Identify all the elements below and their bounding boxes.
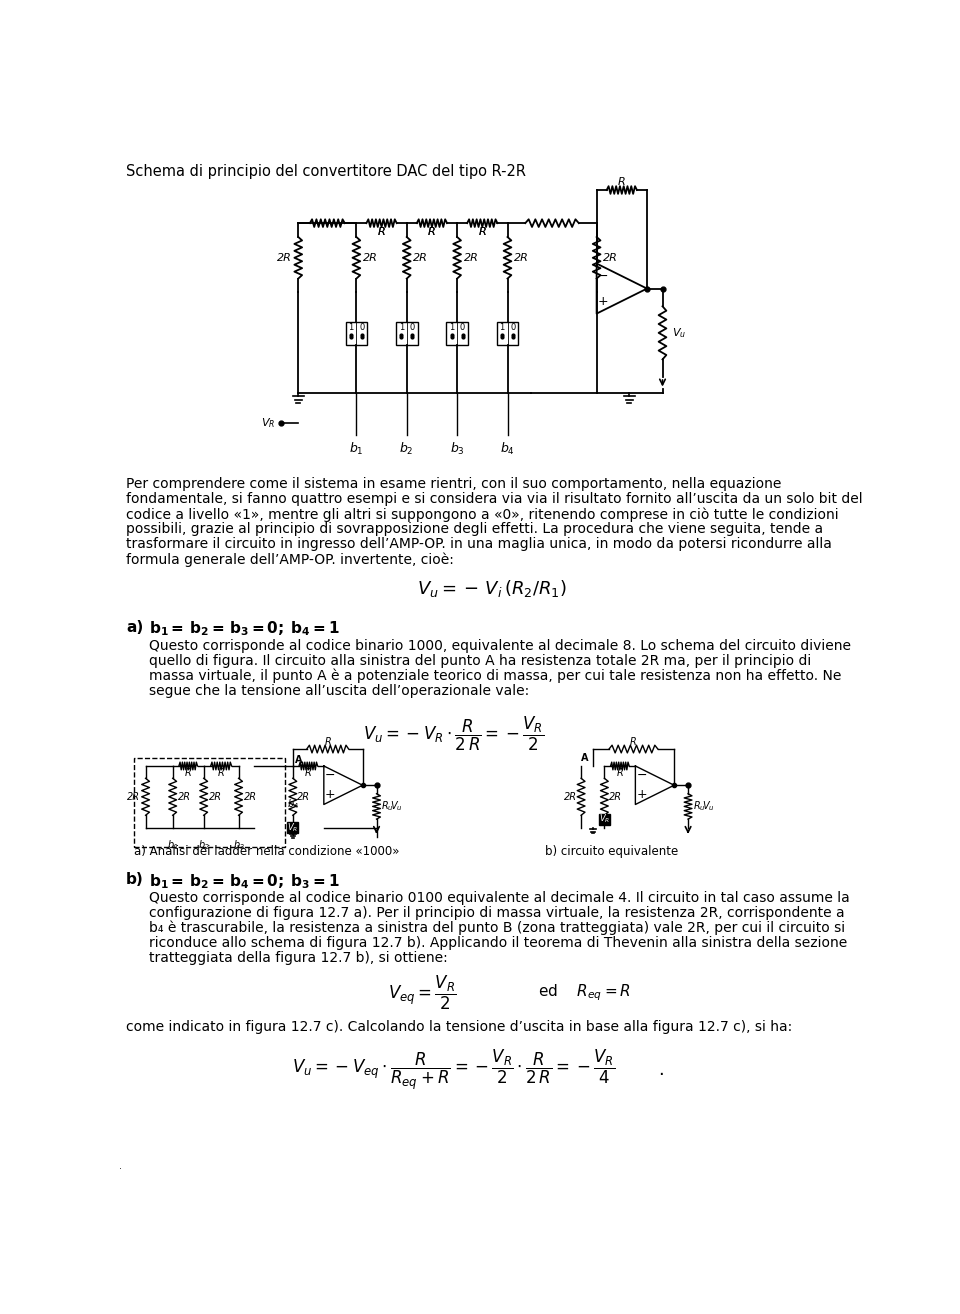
Text: $b_1$: $b_1$ [167,838,179,853]
Text: A: A [582,753,588,763]
Text: $R_u$: $R_u$ [381,799,394,813]
Text: b): b) [126,872,144,887]
Text: 2R: 2R [298,792,310,802]
Text: $b_4$: $b_4$ [287,798,299,812]
Text: massa virtuale, il punto A è a potenziale teorico di massa, per cui tale resiste: massa virtuale, il punto A è a potenzial… [150,669,842,683]
Text: +: + [324,788,335,802]
Text: 0: 0 [410,323,415,332]
Bar [346,322,368,344]
Text: $V_u$: $V_u$ [702,799,714,813]
Text: 2R: 2R [609,792,622,802]
Text: quello di figura. Il circuito alla sinistra del punto A ha resistenza totale 2R : quello di figura. Il circuito alla sinis… [150,654,812,668]
Text: trasformare il circuito in ingresso dell’AMP-OP. in una maglia unica, in modo da: trasformare il circuito in ingresso dell… [126,537,832,552]
Text: R: R [324,737,331,748]
Text: R: R [377,226,385,237]
Text: formula generale dell’AMP-OP. invertente, cioè:: formula generale dell’AMP-OP. invertente… [126,552,454,566]
Text: 2R: 2R [603,252,618,263]
Text: $V_u$: $V_u$ [391,799,403,813]
Text: 2R: 2R [464,252,478,263]
Text: 0: 0 [460,323,466,332]
Text: tratteggiata della figura 12.7 b), si ottiene:: tratteggiata della figura 12.7 b), si ot… [150,951,448,964]
Text: $\mathbf{b_1{=}\, b_2{=}\, b_3{=}0;\; b_4{=}1}$: $\mathbf{b_1{=}\, b_2{=}\, b_3{=}0;\; b_… [150,620,341,639]
Text: Schema di principio del convertitore DAC del tipo R-2R: Schema di principio del convertitore DAC… [126,164,526,179]
Text: Per comprendere come il sistema in esame rientri, con il suo comportamento, nell: Per comprendere come il sistema in esame… [126,477,781,491]
Text: $V_u = -V_R \cdot \dfrac{R}{2\,R} = -\dfrac{V_R}{2}$: $V_u = -V_R \cdot \dfrac{R}{2\,R} = -\df… [363,715,544,753]
Text: 2R: 2R [209,792,222,802]
Text: $b_2$: $b_2$ [399,442,414,457]
Text: $V_R$: $V_R$ [599,813,610,825]
Text: $V_R$: $V_R$ [261,417,275,430]
Text: $V_{eq} = \dfrac{V_R}{2}$: $V_{eq} = \dfrac{V_R}{2}$ [388,974,457,1012]
Text: Questo corrisponde al codice binario 0100 equivalente al decimale 4. Il circuito: Questo corrisponde al codice binario 010… [150,891,851,905]
Text: 2R: 2R [244,792,256,802]
Text: R: R [630,737,636,748]
Text: R: R [305,767,312,778]
Text: $b_3$: $b_3$ [232,838,245,853]
Text: b) circuito equivalente: b) circuito equivalente [544,845,678,858]
Text: R: R [428,226,436,237]
Text: +: + [597,294,608,307]
Text: 2R: 2R [127,792,139,802]
Text: $b_4$: $b_4$ [500,442,515,457]
Text: .: . [659,1062,664,1079]
Text: A: A [295,754,302,765]
Text: $b_2$: $b_2$ [198,838,209,853]
Text: configurazione di figura 12.7 a). Per il principio di massa virtuale, la resiste: configurazione di figura 12.7 a). Per il… [150,905,845,920]
Text: −: − [324,769,335,782]
Text: 2R: 2R [413,252,428,263]
Text: a): a) [126,620,143,635]
Bar [287,823,299,833]
Text: 2R: 2R [178,792,191,802]
Text: 1: 1 [499,323,505,332]
Text: $V_u = -\, V_i\,(R_2/R_1)$: $V_u = -\, V_i\,(R_2/R_1)$ [418,578,566,599]
Text: 2R: 2R [514,252,529,263]
Text: ed $\quad R_{eq} = R$: ed $\quad R_{eq} = R$ [539,983,632,1004]
Text: 1: 1 [449,323,454,332]
Text: 2R: 2R [276,252,292,263]
Text: 1: 1 [348,323,353,332]
Text: Questo corrisponde al codice binario 1000, equivalente al decimale 8. Lo schema : Questo corrisponde al codice binario 100… [150,639,852,653]
Text: riconduce allo schema di figura 12.7 b). Applicando il teorema di Thevenin alla : riconduce allo schema di figura 12.7 b).… [150,936,848,950]
Text: 0: 0 [359,323,365,332]
Text: b₄ è trascurabile, la resistenza a sinistra del punto B (zona tratteggiata) vale: b₄ è trascurabile, la resistenza a sinis… [150,921,846,936]
Text: codice a livello «1», mentre gli altri si suppongono a «0», ritenendo comprese i: codice a livello «1», mentre gli altri s… [126,507,839,522]
Text: 0: 0 [511,323,516,332]
Text: −: − [597,269,608,283]
Text: possibili, grazie al principio di sovrapposizione degli effetti. La procedura ch: possibili, grazie al principio di sovrap… [126,522,824,536]
Bar [446,322,468,344]
Text: R: R [478,226,486,237]
Text: a) Analisi dei ladder nella condizione «1000»: a) Analisi dei ladder nella condizione «… [134,845,399,858]
Text: $\mathbf{b_1{=}\, b_2{=}\, b_4{=}0;\; b_3{=}1}$: $\mathbf{b_1{=}\, b_2{=}\, b_4{=}0;\; b_… [150,872,341,891]
Text: $b_3$: $b_3$ [449,442,465,457]
Text: −: − [636,769,647,782]
Text: R: R [428,226,436,237]
Text: $R_u$: $R_u$ [692,799,706,813]
Text: fondamentale, si fanno quattro esempi e si considera via via il risultato fornit: fondamentale, si fanno quattro esempi e … [126,493,863,506]
Text: R: R [185,767,192,778]
Text: R: R [218,767,225,778]
Text: R: R [478,226,486,237]
Text: R: R [377,226,385,237]
Text: +: + [636,788,647,802]
Text: 2R: 2R [363,252,378,263]
Text: 2R: 2R [564,792,577,802]
Text: $V_R$: $V_R$ [287,821,299,834]
Text: segue che la tensione all’uscita dell’operazionale vale:: segue che la tensione all’uscita dell’op… [150,685,530,698]
Bar [496,322,518,344]
Text: 1: 1 [398,323,404,332]
Bar [396,322,418,344]
Text: $V_u = -V_{eq} \cdot \dfrac{R}{R_{eq}+R} = -\dfrac{V_R}{2} \cdot \dfrac{R}{2\,R}: $V_u = -V_{eq} \cdot \dfrac{R}{R_{eq}+R}… [292,1049,614,1092]
Text: R: R [618,176,626,187]
Text: $V_u$: $V_u$ [672,326,686,340]
Text: $b_1$: $b_1$ [349,442,364,457]
Bar [599,813,610,824]
Text: R: R [616,767,623,778]
Text: come indicato in figura 12.7 c). Calcolando la tensione d’uscita in base alla fi: come indicato in figura 12.7 c). Calcola… [126,1020,792,1034]
